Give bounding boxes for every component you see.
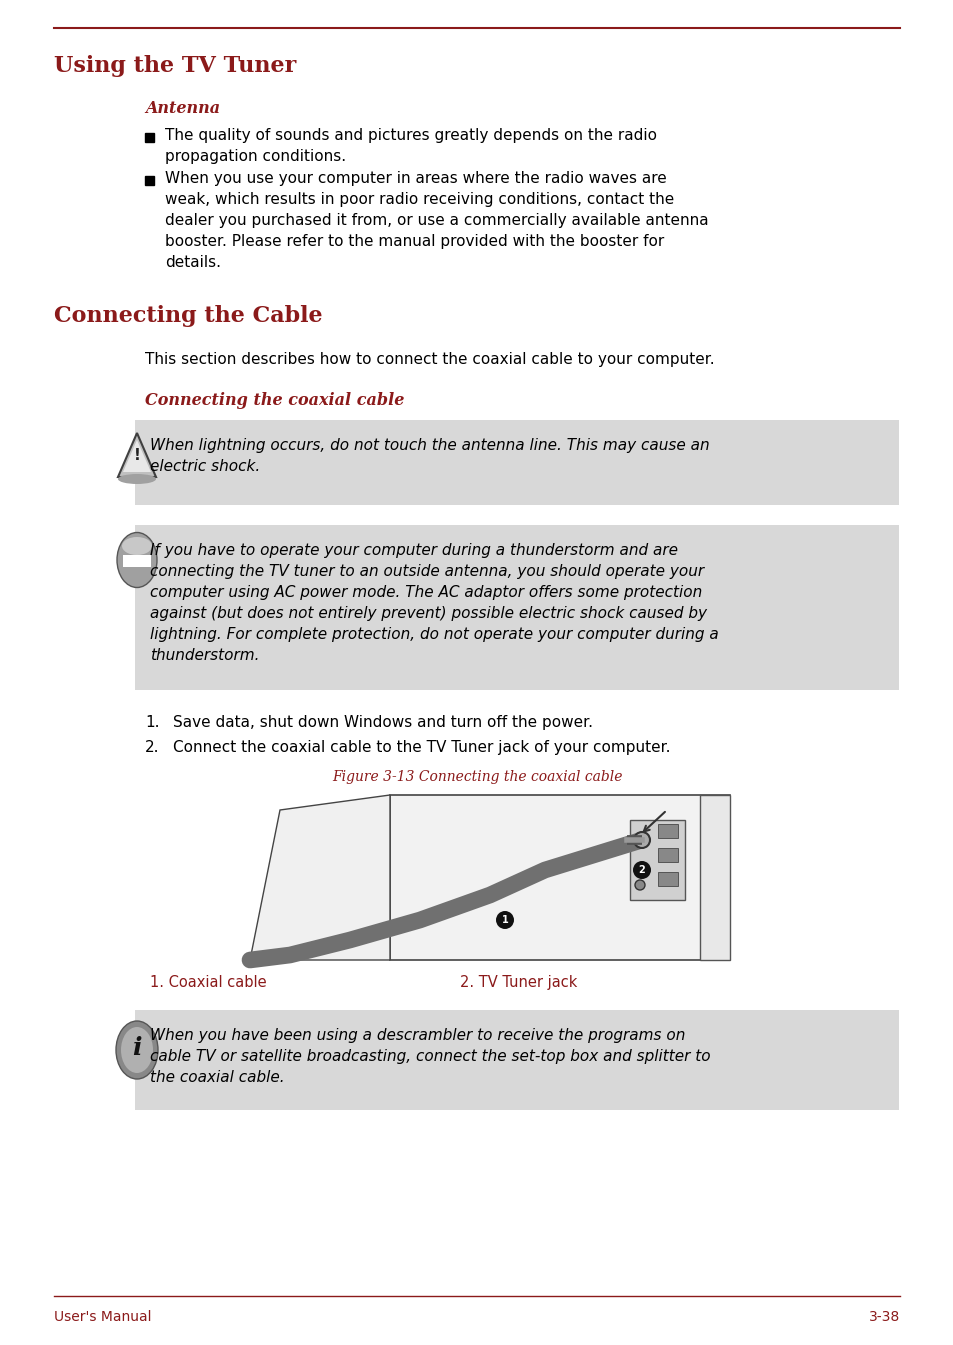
Text: Connecting the coaxial cable: Connecting the coaxial cable: [145, 391, 404, 409]
Circle shape: [496, 911, 514, 929]
Bar: [629, 820, 684, 900]
Text: The quality of sounds and pictures greatly depends on the radio
propagation cond: The quality of sounds and pictures great…: [165, 128, 657, 164]
Bar: [250, 790, 749, 960]
Text: Antenna: Antenna: [145, 100, 220, 117]
FancyBboxPatch shape: [135, 525, 898, 690]
Bar: [700, 795, 729, 960]
Text: 1. Coaxial cable: 1. Coaxial cable: [150, 975, 266, 990]
Circle shape: [635, 880, 644, 890]
Ellipse shape: [121, 1028, 152, 1073]
Text: When you have been using a descrambler to receive the programs on
cable TV or sa: When you have been using a descrambler t…: [150, 1028, 710, 1085]
FancyBboxPatch shape: [390, 795, 729, 960]
Polygon shape: [123, 440, 151, 472]
FancyBboxPatch shape: [135, 1010, 898, 1110]
Bar: [658, 824, 678, 838]
Text: When lightning occurs, do not touch the antenna line. This may cause an
electric: When lightning occurs, do not touch the …: [150, 438, 709, 473]
Polygon shape: [250, 795, 390, 960]
Text: 1: 1: [501, 915, 508, 925]
FancyBboxPatch shape: [135, 420, 898, 504]
Bar: [145, 176, 153, 186]
Polygon shape: [118, 433, 156, 477]
Text: If you have to operate your computer during a thunderstorm and are
connecting th: If you have to operate your computer dur…: [150, 543, 718, 663]
Text: Figure 3-13 Connecting the coaxial cable: Figure 3-13 Connecting the coaxial cable: [332, 769, 621, 784]
Bar: [658, 847, 678, 862]
Text: 1.: 1.: [145, 716, 159, 730]
Ellipse shape: [118, 473, 156, 484]
Text: 2: 2: [638, 865, 644, 876]
Text: Connect the coaxial cable to the TV Tuner jack of your computer.: Connect the coaxial cable to the TV Tune…: [172, 740, 670, 755]
Text: 3-38: 3-38: [868, 1310, 899, 1323]
Text: 2. TV Tuner jack: 2. TV Tuner jack: [459, 975, 577, 990]
Bar: [123, 555, 151, 568]
Text: Save data, shut down Windows and turn off the power.: Save data, shut down Windows and turn of…: [172, 716, 593, 730]
Text: Connecting the Cable: Connecting the Cable: [54, 305, 322, 327]
Ellipse shape: [117, 533, 157, 588]
Circle shape: [633, 861, 650, 880]
Circle shape: [634, 833, 649, 847]
Ellipse shape: [116, 1021, 158, 1079]
Text: i: i: [132, 1036, 142, 1060]
Text: !: !: [133, 448, 140, 463]
Ellipse shape: [122, 537, 152, 555]
Text: User's Manual: User's Manual: [54, 1310, 152, 1323]
Text: Using the TV Tuner: Using the TV Tuner: [54, 55, 296, 77]
Bar: [145, 133, 153, 143]
Text: When you use your computer in areas where the radio waves are
weak, which result: When you use your computer in areas wher…: [165, 171, 708, 270]
Text: 2.: 2.: [145, 740, 159, 755]
Text: This section describes how to connect the coaxial cable to your computer.: This section describes how to connect th…: [145, 352, 714, 367]
Bar: [658, 872, 678, 886]
